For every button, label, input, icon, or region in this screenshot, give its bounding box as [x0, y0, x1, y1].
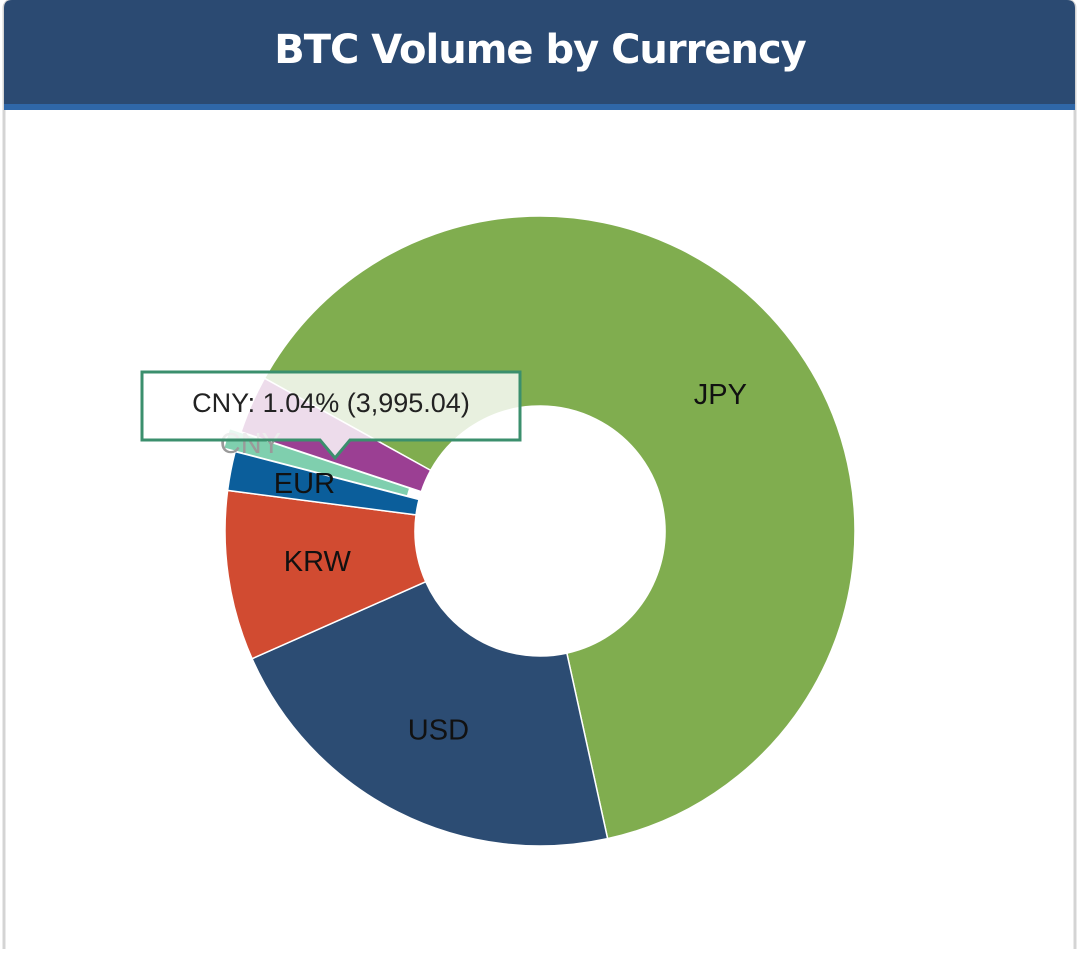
slice: [251, 580, 609, 847]
slice-label: USD: [408, 714, 469, 746]
slice-label: KRW: [284, 546, 352, 578]
chart-title: BTC Volume by Currency: [274, 27, 806, 73]
header: [4, 0, 1075, 108]
slice-label: EUR: [274, 468, 335, 500]
header-border: [4, 104, 1075, 110]
tooltip: CNY: 1.04% (3,995.04): [140, 370, 522, 461]
tooltip-box: [140, 370, 522, 461]
slice-label: JPY: [694, 379, 747, 411]
tooltip-text: CNY: 1.04% (3,995.04): [192, 388, 470, 418]
slice: [226, 450, 420, 516]
